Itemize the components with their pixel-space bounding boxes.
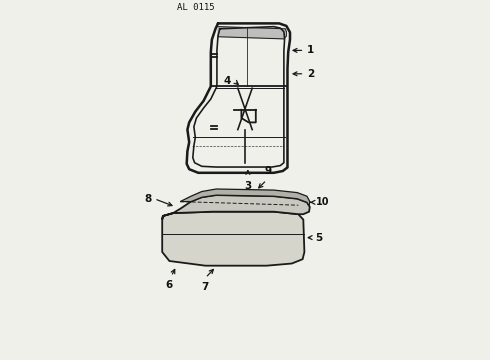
Text: 1: 1 <box>307 45 315 55</box>
Text: 3: 3 <box>244 181 251 191</box>
Text: 5: 5 <box>316 233 323 243</box>
Text: 2: 2 <box>307 69 315 79</box>
Polygon shape <box>218 27 286 39</box>
Polygon shape <box>162 195 310 220</box>
Text: 10: 10 <box>316 197 329 207</box>
Text: 4: 4 <box>223 76 231 86</box>
Polygon shape <box>162 212 304 266</box>
Text: 7: 7 <box>202 282 209 292</box>
Text: 6: 6 <box>166 280 172 290</box>
Text: AL 0115: AL 0115 <box>176 3 214 12</box>
Text: 9: 9 <box>265 166 271 176</box>
Polygon shape <box>180 189 310 206</box>
Text: 8: 8 <box>144 194 151 204</box>
